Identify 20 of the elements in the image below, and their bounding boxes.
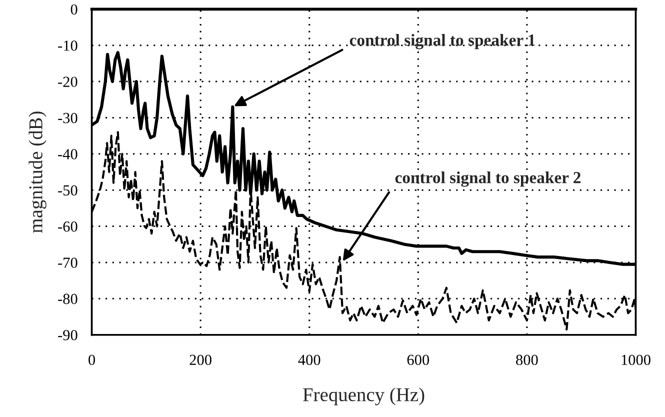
annotation: control signal to speaker 1 (350, 34, 535, 50)
y-tick-label: -90 (58, 330, 78, 340)
y-tick-label: -20 (58, 76, 78, 87)
y-tick-label: -50 (58, 185, 78, 196)
y-tick-label: -10 (58, 40, 78, 51)
y-tick-label: -70 (58, 258, 78, 268)
y-tick-label: 0 (70, 4, 78, 15)
y-tick-label: -60 (58, 221, 78, 232)
x-tick-label: 600 (407, 354, 430, 366)
y-tick-label: -40 (58, 149, 78, 160)
x-tick-label: 400 (298, 354, 320, 366)
x-tick-label: 200 (190, 354, 212, 366)
x-axis-title: Frequency (Hz) (303, 388, 424, 406)
annotation: control signal to speaker 2 (395, 172, 581, 187)
x-tick-label: 1000 (622, 354, 650, 366)
y-tick-label: -30 (58, 112, 78, 124)
y-axis-title: magnitude (dB) (28, 112, 46, 233)
y-tick-label: -80 (58, 294, 78, 304)
x-tick-label: 800 (516, 354, 538, 366)
x-tick-label: 0 (88, 354, 96, 366)
